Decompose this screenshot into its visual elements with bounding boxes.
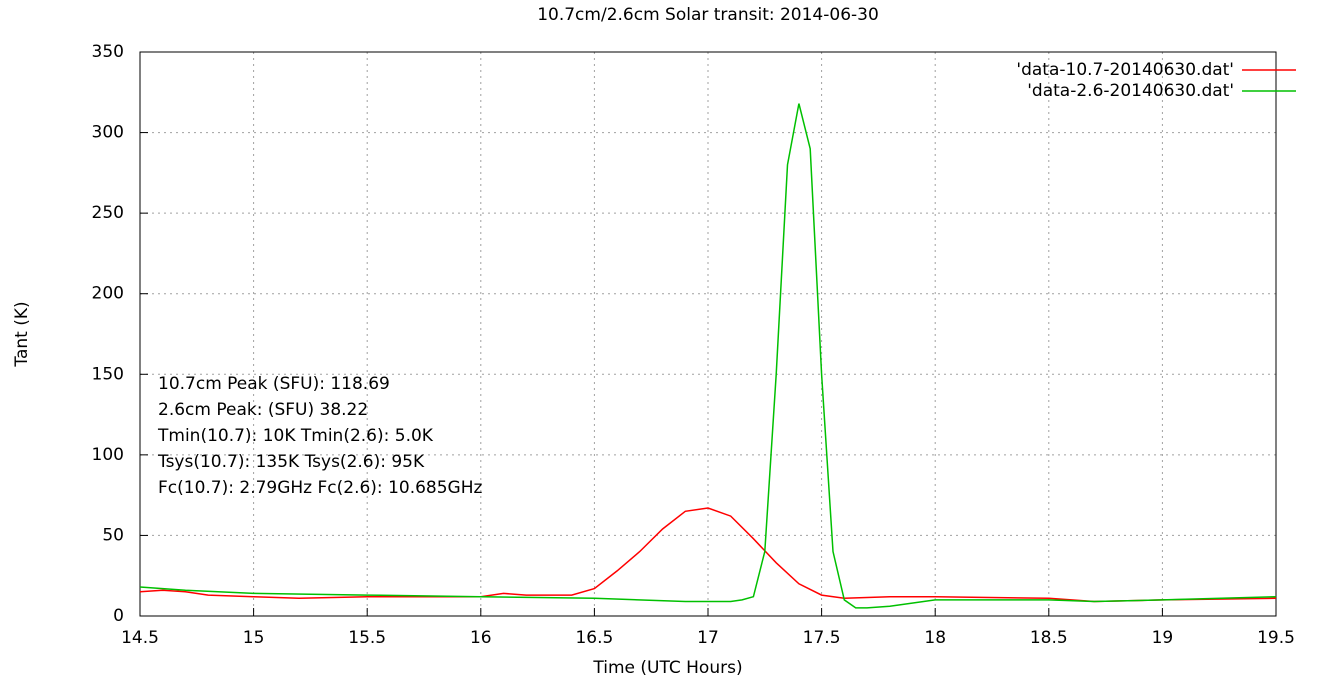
x-tick-label: 15 (243, 628, 265, 648)
line (139, 507, 1277, 603)
annotation: 2.6cm Peak: (SFU) 38.22 (158, 400, 368, 420)
chart-title: 10.7cm/2.6cm Solar transit: 2014-06-30 (537, 5, 879, 25)
x-tick-label: 18.5 (1030, 628, 1068, 648)
line (139, 103, 1277, 609)
x-tick-label: 18 (924, 628, 946, 648)
x-tick-label: 15.5 (348, 628, 386, 648)
x-tick-label: 16 (470, 628, 492, 648)
y-axis-label: Tant (K) (12, 301, 32, 367)
annotation: Fc(10.7): 2.79GHz Fc(2.6): 10.685GHz (158, 478, 483, 498)
y-tick-label: 0 (113, 606, 124, 626)
x-tick-label: 17 (697, 628, 719, 648)
y-tick-label: 250 (92, 203, 124, 223)
y-tick-label: 150 (92, 364, 124, 384)
legend-label: 'data-10.7-20140630.dat' (1016, 60, 1234, 80)
x-tick-label: 17.5 (803, 628, 841, 648)
x-tick-label: 16.5 (575, 628, 613, 648)
y-tick-label: 100 (92, 445, 124, 465)
y-tick-label: 50 (102, 525, 124, 545)
annotation: Tsys(10.7): 135K Tsys(2.6): 95K (157, 452, 425, 472)
x-tick-label: 19 (1152, 628, 1174, 648)
plot-border (139, 51, 1277, 617)
legend-label: 'data-2.6-20140630.dat' (1027, 81, 1234, 101)
y-tick-label: 350 (92, 42, 124, 62)
annotation: Tmin(10.7): 10K Tmin(2.6): 5.0K (157, 426, 434, 446)
y-tick-label: 300 (92, 123, 124, 143)
x-axis-label: Time (UTC Hours) (592, 658, 742, 678)
y-tick-label: 200 (92, 284, 124, 304)
x-tick-label: 19.5 (1257, 628, 1295, 648)
annotation: 10.7cm Peak (SFU): 118.69 (158, 374, 390, 394)
x-tick-label: 14.5 (121, 628, 159, 648)
